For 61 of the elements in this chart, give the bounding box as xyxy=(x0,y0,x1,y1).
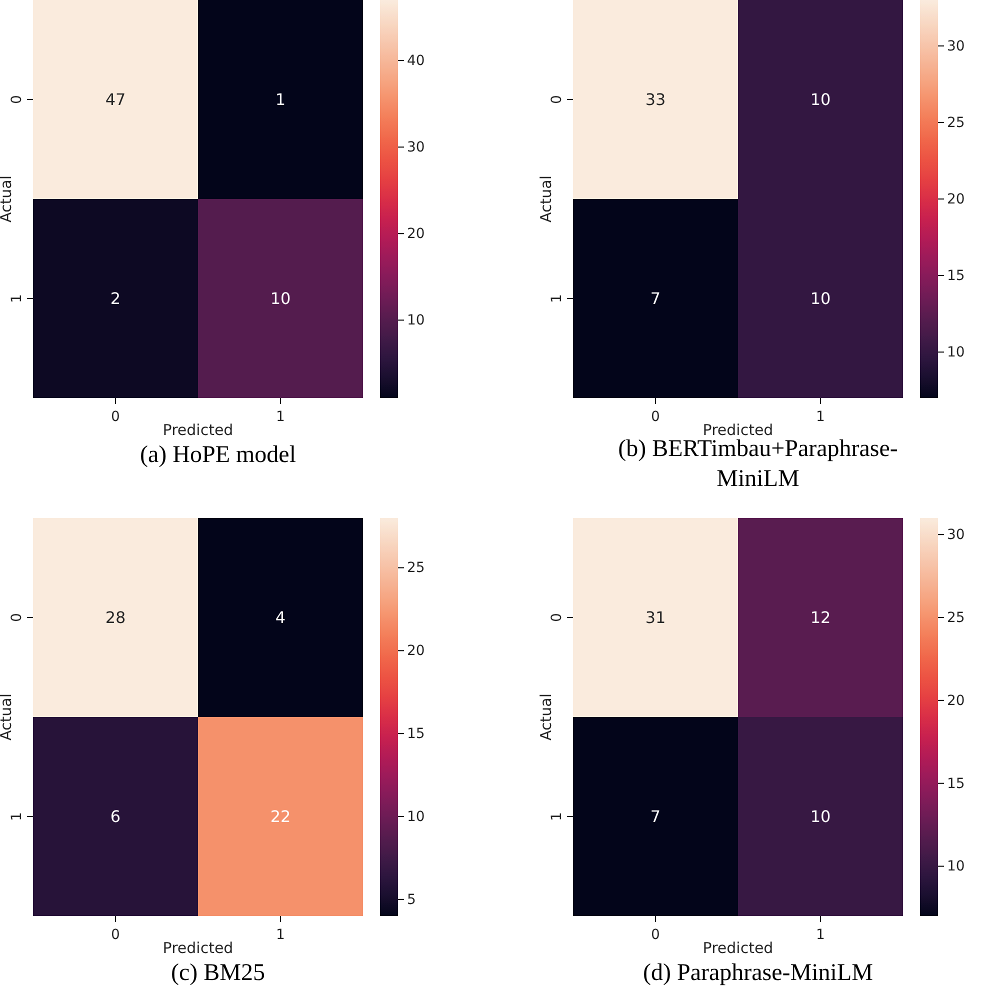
data-label: 1 xyxy=(275,90,286,110)
x-tick-label: 1 xyxy=(816,927,825,943)
text: (d) Paraphrase-MiniLM xyxy=(643,960,873,986)
color-bar-label: 20 xyxy=(947,692,965,709)
x-axis-title: Predicted xyxy=(162,421,234,439)
color-bar-label: 30 xyxy=(947,527,965,544)
y-tick-label: 0 xyxy=(549,95,565,104)
color-bar-label: 20 xyxy=(407,643,425,660)
x-tick-label: 0 xyxy=(651,409,660,425)
color-bar-label: 25 xyxy=(407,560,425,576)
color-bar-label: 10 xyxy=(407,312,425,329)
data-label: 28 xyxy=(105,608,126,628)
color-bar-label: 15 xyxy=(407,726,425,742)
color-bar-label: 20 xyxy=(407,226,425,242)
data-label: 12 xyxy=(810,608,831,628)
data-label: 10 xyxy=(810,289,831,308)
color-bar-label: 5 xyxy=(407,892,416,908)
color-bar-label: 40 xyxy=(407,53,425,70)
color-bar-label: 10 xyxy=(407,808,425,825)
color-bar-label: 30 xyxy=(947,38,965,54)
x-tick-label: 1 xyxy=(276,409,285,425)
data-label: 7 xyxy=(650,289,661,308)
data-label: 6 xyxy=(110,807,121,826)
data-label: 33 xyxy=(645,90,666,110)
color-bar-label: 25 xyxy=(947,114,965,131)
x-tick-label: 1 xyxy=(816,409,825,425)
data-label: 10 xyxy=(810,807,831,826)
data-label: 4 xyxy=(275,608,286,628)
y-tick-label: 1 xyxy=(9,812,25,821)
data-label: 10 xyxy=(810,90,831,110)
data-label: 22 xyxy=(270,807,291,826)
y-tick-label: 0 xyxy=(9,613,25,622)
color-bar-label: 10 xyxy=(947,344,965,361)
x-tick-label: 0 xyxy=(651,927,660,943)
x-axis-title: Predicted xyxy=(702,421,774,439)
x-tick-label: 1 xyxy=(276,927,285,943)
x-tick-label: 0 xyxy=(111,409,120,425)
x-axis-title: Predicted xyxy=(702,939,774,957)
data-label: 31 xyxy=(645,608,666,628)
y-tick-label: 0 xyxy=(9,95,25,104)
y-tick-label: 0 xyxy=(549,613,565,622)
data-label: 7 xyxy=(650,807,661,826)
y-tick-label: 1 xyxy=(549,812,565,821)
y-axis-title: Actual xyxy=(537,176,555,222)
y-tick-label: 1 xyxy=(9,294,25,303)
data-label: 2 xyxy=(110,289,121,308)
x-tick-label: 0 xyxy=(111,927,120,943)
color-bar-label: 15 xyxy=(947,776,965,792)
text: (b) BERTimbau+Paraphrase-MiniLM xyxy=(618,436,898,492)
text: (c) BM25 xyxy=(171,960,265,986)
color-bar-label: 25 xyxy=(947,610,965,626)
data-label: 47 xyxy=(105,90,126,110)
data-label: 10 xyxy=(270,289,291,308)
color-bar-label: 15 xyxy=(947,268,965,284)
text: (a) HoPE model xyxy=(140,442,296,468)
color-bar-label: 10 xyxy=(947,858,965,875)
color-bar-label: 20 xyxy=(947,191,965,208)
y-axis-title: Actual xyxy=(537,694,555,740)
y-tick-label: 1 xyxy=(549,294,565,303)
x-axis-title: Predicted xyxy=(162,939,234,957)
color-bar-label: 30 xyxy=(407,140,425,156)
